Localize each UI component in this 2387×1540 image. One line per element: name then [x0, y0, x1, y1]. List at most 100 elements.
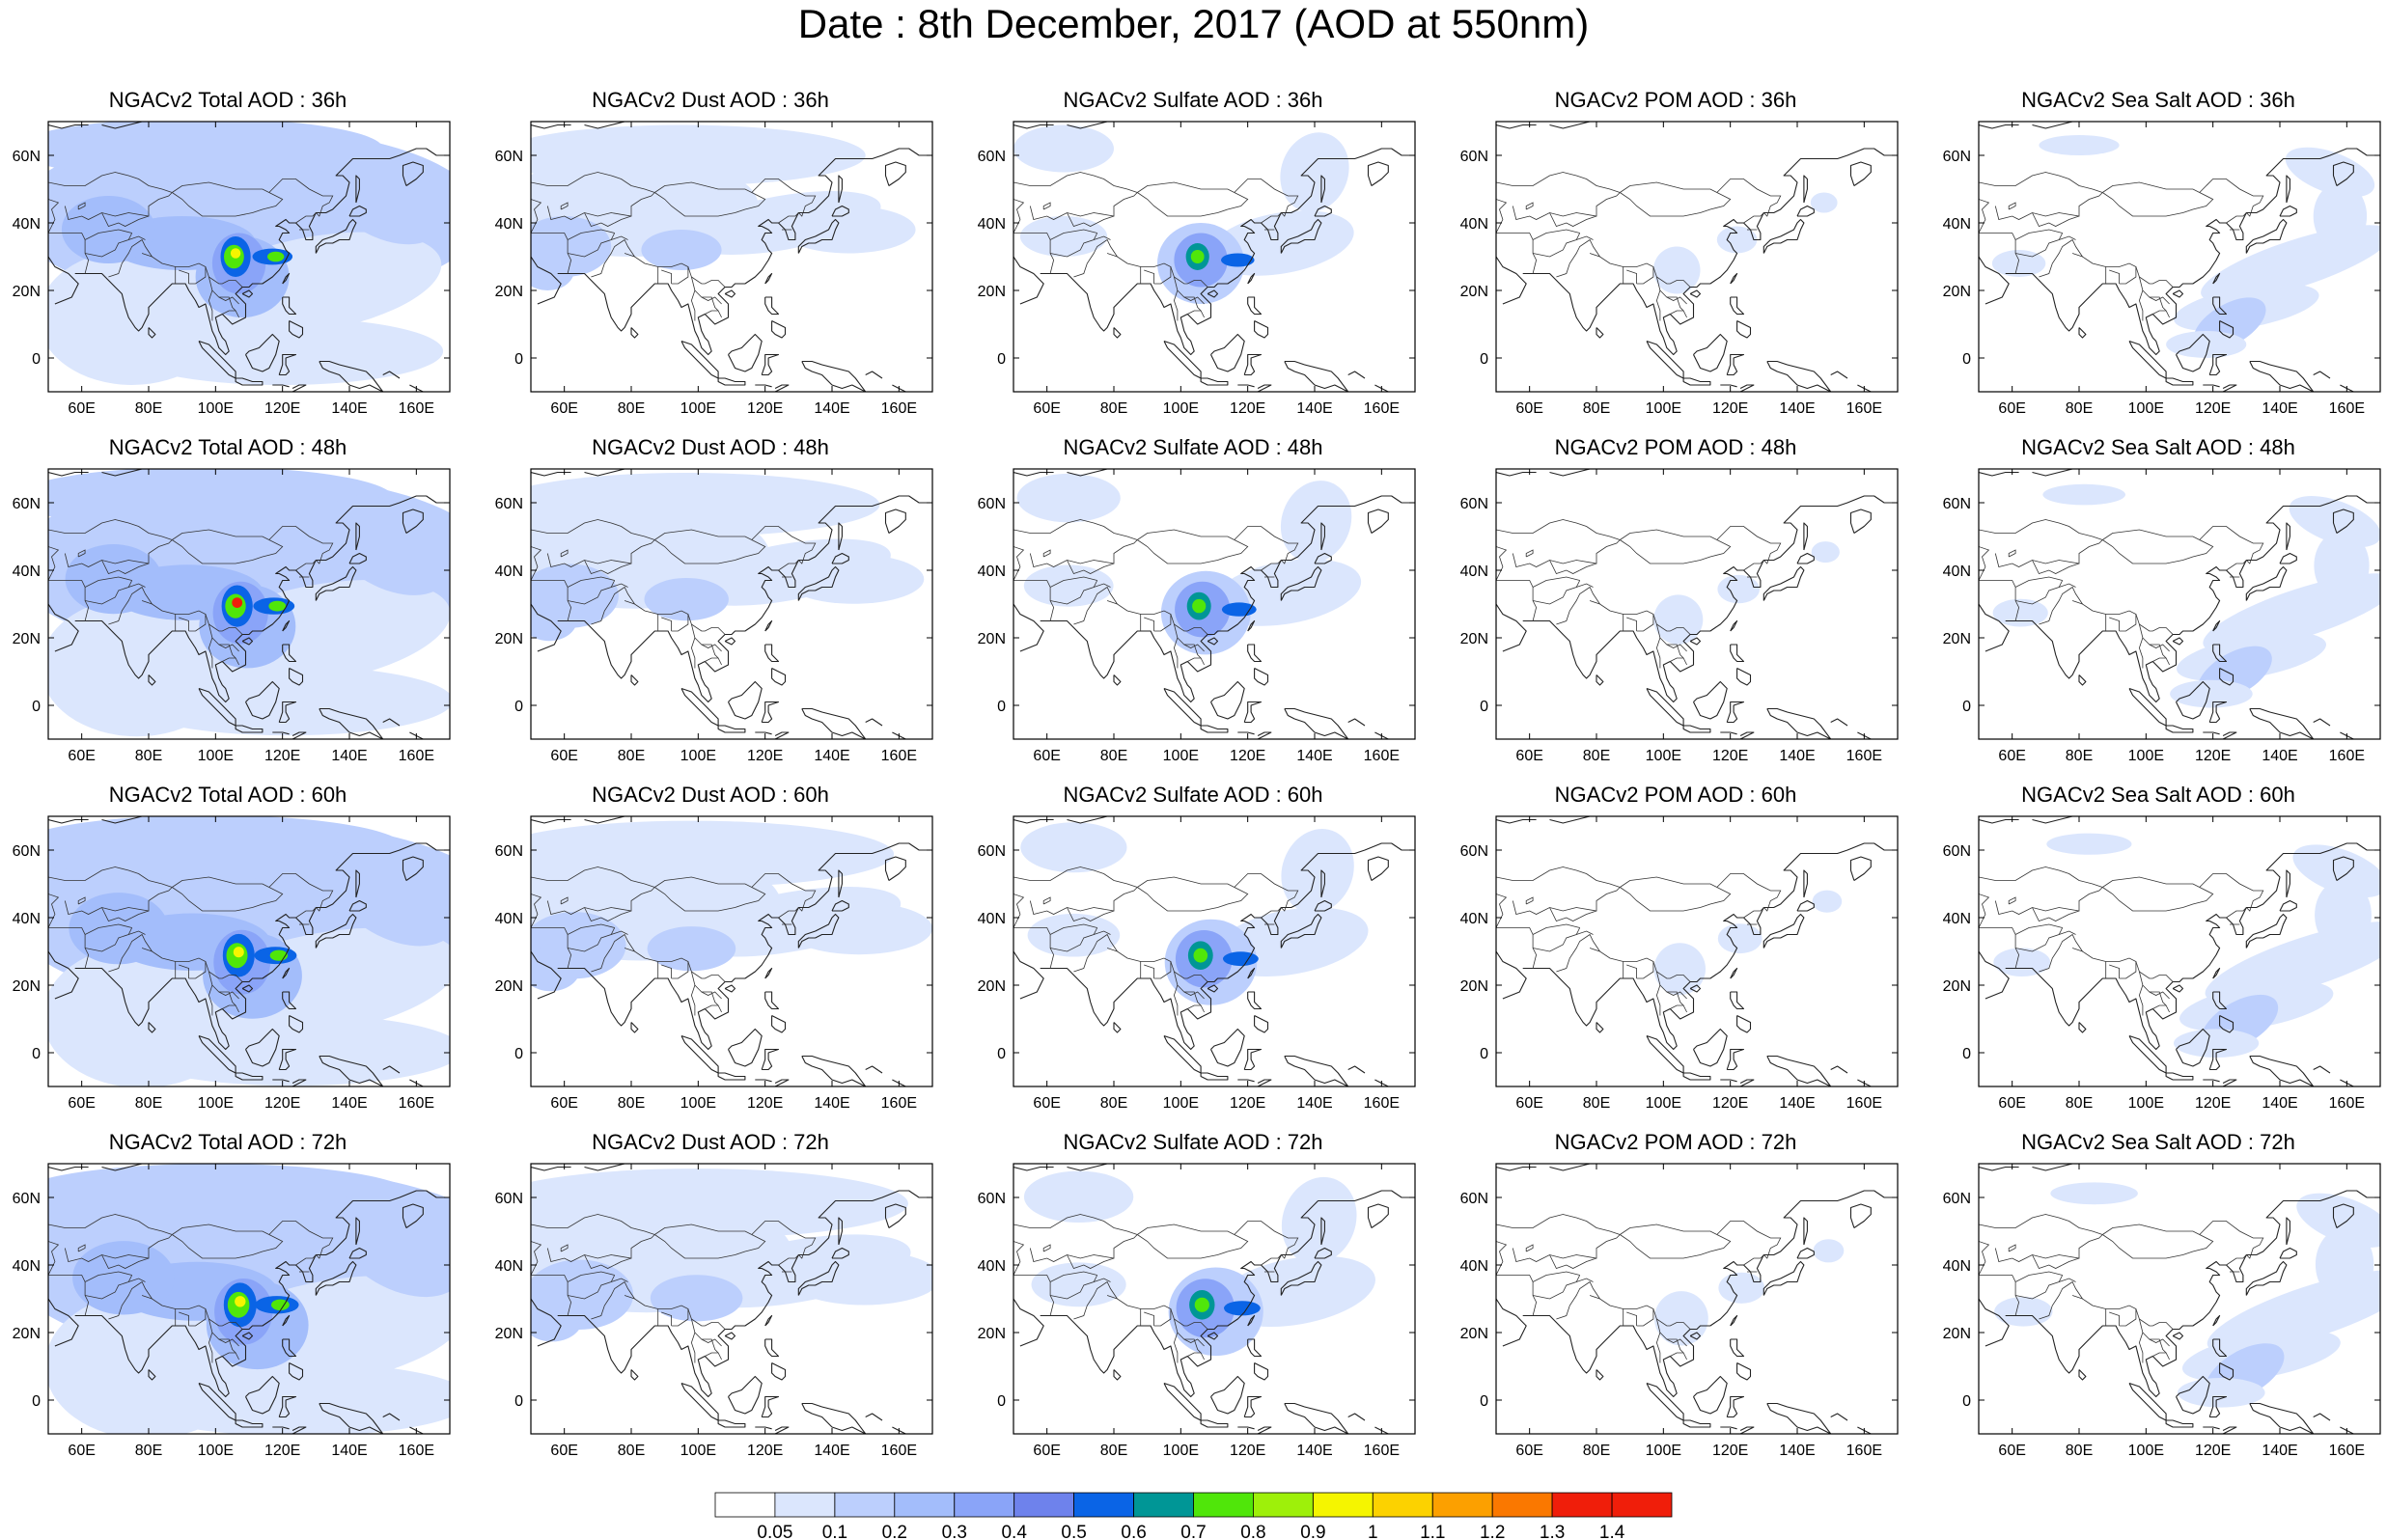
lon-tick-label: 140E: [814, 400, 849, 417]
coastlines: [1496, 469, 1898, 739]
colorbar-label: 0.4: [1001, 1523, 1027, 1540]
aod-map: 60E 80E 100E 120E 140E 160E 60N 40N 20N 0: [495, 815, 933, 1112]
lat-tick-label: 20N: [495, 631, 523, 647]
country-borders: [48, 519, 334, 669]
lon-tick-label: 140E: [1296, 1095, 1332, 1112]
country-borders: [1496, 519, 1782, 669]
aod-field-region: [69, 893, 169, 965]
aod-field-region: [1020, 822, 1127, 873]
aod-map: 60E 80E 100E 120E 140E 160E 60N 40N 20N 0: [1943, 121, 2381, 417]
lat-tick-label: 60N: [13, 149, 41, 165]
panel-title: NGACv2 Total AOD : 36h: [108, 88, 347, 112]
aod-map: 60E 80E 100E 120E 140E 160E 60N 40N 20N 0: [1460, 815, 1899, 1112]
lon-tick-label: 120E: [1230, 400, 1265, 417]
lat-tick-label: 60N: [13, 1191, 41, 1207]
aod-field-region: [1013, 124, 1114, 173]
lon-tick-label: 160E: [1846, 1095, 1882, 1112]
lat-tick-label: 40N: [1460, 1258, 1488, 1275]
aod-field-region: [2289, 496, 2380, 548]
aod-field-region: [122, 666, 450, 736]
country-borders: [531, 866, 817, 1016]
colorbar-swatch: [1193, 1492, 1254, 1518]
lat-tick-label: 60N: [978, 496, 1006, 512]
lon-tick-label: 60E: [68, 748, 95, 764]
country-borders: [531, 172, 817, 321]
lon-tick-label: 100E: [1646, 1443, 1681, 1459]
panel-title: NGACv2 Sea Salt AOD : 36h: [2021, 88, 2295, 112]
lon-tick-label: 80E: [2066, 748, 2093, 764]
lon-tick-label: 120E: [747, 400, 783, 417]
lon-tick-label: 140E: [2262, 400, 2297, 417]
aod-field-region: [2050, 1182, 2138, 1205]
lon-tick-label: 60E: [550, 1095, 577, 1112]
aod-map: 60E 80E 100E 120E 140E 160E 60N 40N 20N 0: [978, 1163, 1416, 1459]
aod-field-region: [1193, 948, 1208, 963]
aod-field-region: [327, 842, 450, 947]
lat-tick-label: 60N: [1943, 1191, 1971, 1207]
map-panel: NGACv2 Sulfate AOD : 48h 60E 80E 100E 120E 14…: [965, 434, 1421, 784]
lat-tick-label: 60N: [13, 496, 41, 512]
lat-tick-label: 40N: [1943, 911, 1971, 927]
aod-field-region: [1194, 1297, 1209, 1312]
lon-tick-label: 60E: [1033, 748, 1060, 764]
lat-tick-label: 60N: [1943, 496, 1971, 512]
lat-tick-label: 20N: [13, 1326, 41, 1342]
lat-tick-label: 0: [1962, 699, 1971, 715]
aod-field-region: [230, 248, 241, 259]
lon-tick-label: 160E: [399, 1443, 434, 1459]
aod-field-region: [2042, 483, 2125, 506]
lat-tick-label: 40N: [1943, 564, 1971, 580]
aod-map: 60E 80E 100E 120E 140E 160E 60N 40N 20N 0: [495, 121, 933, 417]
lat-tick-label: 40N: [495, 911, 523, 927]
colorbar-swatch: [834, 1492, 896, 1518]
lat-tick-label: 40N: [495, 216, 523, 233]
lon-tick-label: 80E: [1100, 400, 1127, 417]
aod-field-region: [1221, 602, 1257, 617]
lon-tick-label: 60E: [68, 400, 95, 417]
lat-tick-label: 0: [997, 1393, 1006, 1410]
lon-tick-label: 60E: [1998, 748, 2025, 764]
panel-title: NGACv2 Total AOD : 48h: [108, 435, 347, 459]
colorbar-label: 0.5: [1061, 1523, 1086, 1540]
lon-tick-label: 120E: [264, 1443, 300, 1459]
lat-tick-label: 60N: [495, 843, 523, 860]
lat-tick-label: 40N: [1943, 216, 1971, 233]
lon-tick-label: 140E: [1779, 1095, 1815, 1112]
aod-field-region: [1280, 132, 1349, 212]
lat-tick-label: 20N: [1460, 978, 1488, 995]
lon-tick-label: 120E: [264, 748, 300, 764]
aod-field-region: [641, 230, 722, 270]
map-panel: NGACv2 Sulfate AOD : 36h 60E 80E 100E 120E 14…: [965, 87, 1421, 436]
aod-map: 60E 80E 100E 120E 140E 160E 60N 40N 20N 0: [1460, 1163, 1899, 1459]
lat-tick-label: 20N: [1460, 631, 1488, 647]
panel-title: NGACv2 Dust AOD : 48h: [592, 435, 829, 459]
lon-tick-label: 160E: [881, 400, 917, 417]
lon-tick-label: 160E: [2329, 400, 2365, 417]
lat-tick-label: 40N: [1460, 216, 1488, 233]
lat-tick-label: 20N: [1460, 1326, 1488, 1342]
lat-tick-label: 0: [514, 1046, 523, 1062]
lat-tick-label: 60N: [978, 843, 1006, 860]
lat-tick-label: 0: [32, 699, 41, 715]
lon-tick-label: 100E: [2128, 1095, 2164, 1112]
lon-tick-label: 140E: [814, 1443, 849, 1459]
aod-field-region: [122, 1362, 450, 1434]
lon-tick-label: 120E: [747, 1095, 783, 1112]
aod-field-region: [65, 544, 162, 615]
panel-title: NGACv2 Dust AOD : 72h: [592, 1130, 829, 1154]
lon-tick-label: 100E: [1646, 400, 1681, 417]
aod-field-region: [72, 1241, 175, 1315]
colorbar-swatch: [774, 1492, 836, 1518]
aod-field-region: [2039, 135, 2120, 155]
lat-tick-label: 60N: [1460, 843, 1488, 860]
colorbar-swatch: [714, 1492, 776, 1518]
lat-tick-label: 0: [1480, 699, 1488, 715]
colorbar-label: 0.3: [942, 1523, 967, 1540]
aod-field-region: [2285, 147, 2375, 198]
aod-map: 60E 80E 100E 120E 140E 160E 60N 40N 20N 0: [495, 468, 933, 764]
aod-map: 60E 80E 100E 120E 140E 160E 60N 40N 20N 0: [13, 468, 451, 764]
aod-map: 60E 80E 100E 120E 140E 160E 60N 40N 20N 0: [13, 121, 451, 417]
aod-map: 60E 80E 100E 120E 140E 160E 60N 40N 20N 0: [495, 1163, 933, 1459]
lon-tick-label: 120E: [1230, 1443, 1265, 1459]
lon-tick-label: 160E: [1846, 748, 1882, 764]
